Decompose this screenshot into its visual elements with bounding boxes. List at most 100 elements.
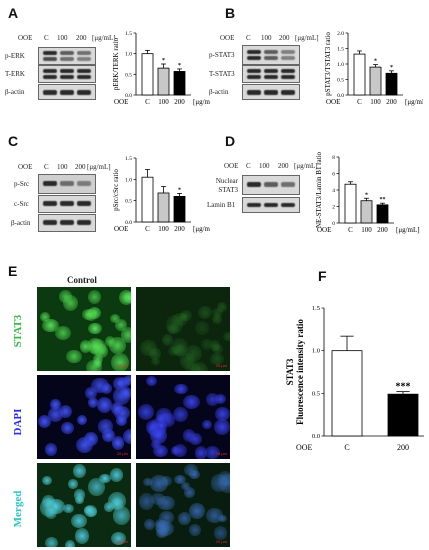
bar (369, 66, 382, 96)
y-tick-label: 1.5 (125, 156, 132, 162)
cell-nucleus (109, 313, 121, 324)
bar (331, 350, 363, 437)
cell-nucleus (97, 418, 114, 434)
y-tick-label: 0.0 (125, 93, 132, 99)
cell-nucleus (55, 326, 71, 340)
cell-nucleus (150, 440, 161, 450)
y-tick-label: 1.5 (337, 47, 344, 53)
cell-nucleus (222, 331, 230, 341)
x-prefix-label: OOE (114, 98, 128, 106)
cell-nucleus (143, 518, 156, 531)
blot-label-p-stat3: p-STAT3 (209, 51, 235, 59)
cell-nucleus (110, 498, 124, 510)
y-axis-label: STAT3Fluorescence intensity ratio (285, 319, 305, 425)
bar (141, 176, 154, 223)
cell-nucleus (79, 339, 92, 353)
row-label-merged: Merged (12, 490, 24, 528)
cell-nucleus (174, 383, 188, 395)
cell-nucleus (213, 418, 230, 435)
cell-nucleus (93, 353, 103, 364)
x-prefix-label: OOE (326, 98, 340, 106)
cell-nucleus (170, 446, 180, 455)
y-tick-label: 8 (332, 155, 335, 161)
cell-nucleus (77, 415, 87, 426)
x-tick-label: 100 (361, 226, 372, 234)
bar (173, 196, 186, 223)
blot-label-nuclear-stat3: Nuclear STAT3 (215, 177, 238, 194)
cell-nucleus (206, 508, 224, 523)
panel-letter-b: B (225, 5, 236, 21)
micrograph-merged-treated: 20 μm (136, 463, 230, 547)
cell-nucleus (150, 426, 167, 445)
column-title-control: Control (67, 275, 97, 285)
y-tick-label: 1.5 (125, 31, 132, 37)
blot-label-beta-actin: β-actin (11, 219, 31, 227)
unit-label: [μg/mL] (92, 34, 116, 42)
western-blot-p-erk (38, 47, 96, 65)
cell-nucleus (182, 395, 200, 409)
bar (173, 71, 186, 96)
cell-nucleus (114, 319, 128, 331)
cell-nucleus (137, 403, 155, 421)
y-tick-label: 4 (332, 188, 335, 194)
cell-nucleus (168, 345, 180, 356)
western-blot-p-stat3 (242, 45, 300, 65)
unit-label: [μg/mL] (295, 34, 319, 42)
y-axis-label: pSTAT3/TSTAT3 ratio (324, 32, 332, 96)
cell-nucleus (123, 429, 131, 445)
cell-nucleus (140, 340, 157, 356)
cell-nucleus (112, 506, 131, 525)
panel-letter-d: D (225, 133, 236, 149)
cell-nucleus (116, 415, 128, 427)
row-label-dapi: DAPI (12, 408, 24, 436)
bar (387, 393, 419, 437)
blot-label-beta-actin: β-actin (209, 88, 229, 96)
cell-nucleus (100, 382, 112, 394)
cell-nucleus (81, 309, 94, 320)
western-blot-p-src (38, 174, 96, 194)
panel-letter-f: F (318, 268, 327, 284)
unit-label: [μg/mL] (87, 163, 111, 171)
bar (157, 67, 170, 96)
cell-nucleus (184, 463, 198, 476)
cell-nucleus (178, 511, 191, 526)
y-tick-label: 1.0 (125, 52, 132, 58)
cond-label: 200 (76, 34, 87, 42)
cond-label: C (44, 34, 49, 42)
cell-nucleus (41, 475, 52, 486)
y-tick-label: 0.0 (312, 433, 320, 440)
cell-nucleus (189, 432, 202, 445)
panel-letter-e: E (8, 263, 18, 279)
cell-nucleus (104, 336, 115, 347)
x-unit-label: [μg/mL] (193, 225, 210, 233)
y-tick-label: 1.0 (125, 177, 132, 183)
cond-label: 100 (259, 162, 270, 170)
western-blot-c-src (38, 195, 96, 213)
bar (344, 183, 357, 224)
cell-nucleus (184, 361, 200, 371)
cell-nucleus (157, 495, 175, 511)
x-tick-label: C (357, 98, 362, 106)
x-tick-label: C (344, 443, 349, 452)
cell-nucleus (180, 482, 191, 490)
scale-bar-label: 20 μm (215, 451, 227, 456)
blot-label-p-erk: p-ERK (5, 52, 25, 60)
western-blot-nuclear-stat3 (242, 175, 300, 195)
ooe-label: OOE (18, 163, 33, 171)
x-prefix-label: OOE (296, 443, 313, 452)
cell-nucleus (84, 387, 97, 399)
cell-nucleus (162, 333, 174, 346)
y-tick-label: 1.0 (312, 348, 320, 355)
x-tick-label: C (348, 226, 353, 234)
micrograph-stat3-treated: 20 μm (136, 287, 230, 371)
cell-nucleus (44, 536, 59, 547)
significance-label: *** (396, 382, 411, 393)
y-tick-label: 1.0 (337, 62, 344, 68)
ooe-label: OOE (18, 34, 33, 42)
cell-nucleus (50, 398, 61, 410)
cell-nucleus (174, 475, 187, 485)
cell-nucleus (213, 526, 228, 540)
cell-nucleus (209, 353, 225, 365)
cell-nucleus (84, 506, 94, 515)
x-tick-label: 100 (370, 98, 381, 106)
